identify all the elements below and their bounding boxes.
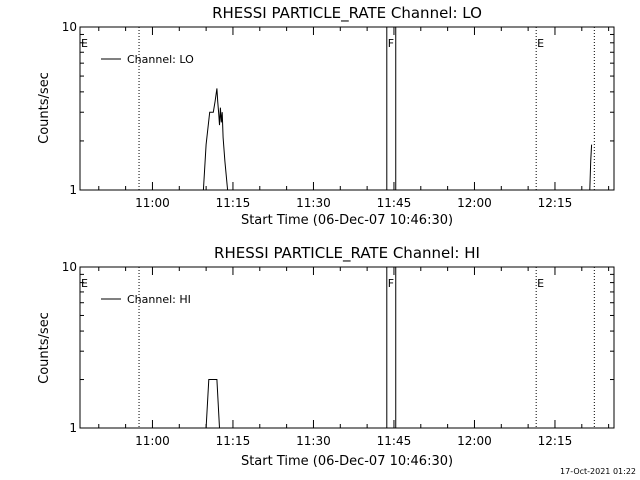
legend-entry-hi: Channel: HI: [127, 293, 191, 306]
series-group-hi: [205, 379, 220, 429]
legend-entry-lo: Channel: LO: [127, 53, 194, 66]
x-tick-label-hi: 12:15: [538, 434, 573, 448]
x-tick-label-hi: 11:00: [135, 434, 170, 448]
chart-title-lo: RHESSI PARTICLE_RATE Channel: LO: [212, 4, 482, 23]
y-tick-label-lo: 10: [62, 20, 77, 34]
y-axis-label-lo: Counts/sec: [37, 72, 52, 144]
x-tick-label-lo: 12:00: [457, 196, 492, 210]
chart-panel-lo: RHESSI PARTICLE_RATE Channel: LO Counts/…: [37, 4, 615, 228]
event-marker-label-lo: F: [388, 37, 394, 50]
generation-timestamp: 17-Oct-2021 01:22: [560, 467, 636, 476]
x-tick-label-hi: 12:00: [457, 434, 492, 448]
plot-frame-hi: [79, 266, 615, 429]
event-marker-label-hi: E: [537, 277, 544, 290]
y-axis-label-hi: Counts/sec: [37, 312, 52, 384]
x-tick-label-lo: 11:45: [377, 196, 412, 210]
legend-lo: Channel: LO: [101, 53, 194, 66]
series-group-lo: [202, 88, 593, 191]
chart-title-hi: RHESSI PARTICLE_RATE Channel: HI: [214, 244, 480, 263]
series-line-lo: [202, 88, 593, 191]
x-tick-label-hi: 11:30: [296, 434, 331, 448]
x-tick-label-hi: 11:45: [377, 434, 412, 448]
chart-panel-hi: RHESSI PARTICLE_RATE Channel: HI Counts/…: [37, 244, 615, 469]
y-tick-label-hi: 1: [69, 421, 77, 435]
event-marker-label-lo: E: [81, 37, 88, 50]
legend-hi: Channel: HI: [101, 293, 191, 306]
y-tick-label-lo: 1: [69, 183, 77, 197]
series-line-hi: [205, 379, 220, 429]
x-tick-label-lo: 11:15: [216, 196, 251, 210]
x-tick-label-hi: 11:15: [216, 434, 251, 448]
event-marker-label-lo: E: [537, 37, 544, 50]
x-tick-label-lo: 11:30: [296, 196, 331, 210]
axis-ticks-lo: 11:00 11:15 11:30 11:45 12:00 12:15 1 10: [62, 20, 614, 210]
event-marker-label-hi: F: [388, 277, 394, 290]
event-marker-label-hi: E: [81, 277, 88, 290]
plot-frame-lo: [79, 26, 615, 191]
x-tick-label-lo: 12:15: [538, 196, 573, 210]
x-axis-label-lo: Start Time (06-Dec-07 10:46:30): [241, 213, 453, 228]
axis-ticks-hi: 11:00 11:15 11:30 11:45 12:00 12:15 1 10: [62, 260, 614, 448]
x-axis-label-hi: Start Time (06-Dec-07 10:46:30): [241, 454, 453, 469]
x-tick-label-lo: 11:00: [135, 196, 170, 210]
y-tick-label-hi: 10: [62, 260, 77, 274]
